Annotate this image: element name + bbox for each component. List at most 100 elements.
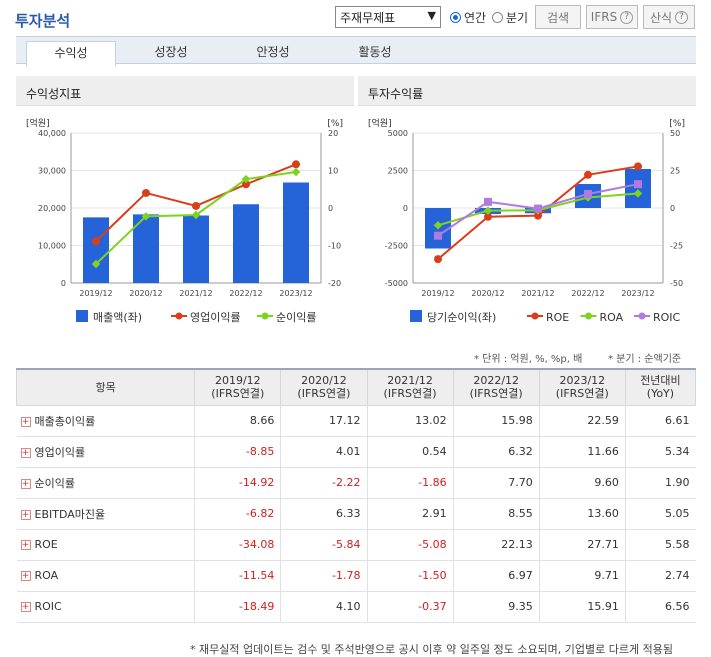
table-cell: -1.50 <box>366 560 454 592</box>
left-tick-label: -5000 <box>385 279 408 288</box>
profitability-chart-panel: 수익성지표 [억원] [%] 40,000 20 30,000 10 20,000 0 10,0… <box>16 76 354 336</box>
statement-select[interactable]: 주재무제표 ▼ <box>335 6 441 28</box>
table-cell: -6.82 <box>194 498 281 530</box>
expand-icon[interactable]: + <box>20 447 31 458</box>
table-cell: -2.22 <box>280 467 367 499</box>
row-label-순이익률[interactable]: + 순이익률 <box>16 467 195 499</box>
column-header-label: 2022/12 <box>473 374 520 388</box>
x-tick-label: 2020/12 <box>471 289 504 298</box>
left-tick-label: 30,000 <box>38 167 66 176</box>
chevron-down-icon: ▼ <box>427 9 436 22</box>
point-ROA-2019/12 <box>433 221 443 230</box>
point-ROE-2019/12 <box>434 255 442 264</box>
left-tick-label: 0 <box>61 279 66 288</box>
column-header: 2021/12 (IFRS연결) <box>366 368 454 406</box>
table-cell: 4.01 <box>280 436 367 468</box>
row-label-매출총이익률[interactable]: + 매출총이익률 <box>16 405 195 437</box>
x-tick-label: 2022/12 <box>571 289 604 298</box>
ifrs-label: IFRS <box>590 10 618 24</box>
column-header-sublabel: (IFRS연결) <box>555 387 609 401</box>
x-tick-label: 2019/12 <box>79 289 112 298</box>
table-cell: -1.78 <box>280 560 367 592</box>
column-header-label: 2023/12 <box>559 374 606 388</box>
expand-icon[interactable]: + <box>20 540 31 550</box>
point-ROE-2023/12 <box>634 162 642 171</box>
column-header-sublabel: (IFRS연결) <box>211 387 265 401</box>
column-header: 2020/12 (IFRS연결) <box>280 368 368 406</box>
table-cell: 13.60 <box>538 498 626 530</box>
right-tick-label: -20 <box>328 279 341 288</box>
table-cell: 6.56 <box>624 591 696 623</box>
point-영업이익률-2021/12 <box>192 201 200 210</box>
table-cell: -8.85 <box>194 436 281 468</box>
row-label-영업이익률[interactable]: + 영업이익률 <box>16 436 195 468</box>
tab-stability[interactable]: 안정성 <box>256 45 290 59</box>
radio-on-icon <box>450 12 461 23</box>
legend-marker-point <box>638 312 646 320</box>
radio-quarter-label: 분기 <box>506 11 529 25</box>
expand-icon[interactable]: + <box>20 571 31 581</box>
legend-marker-bar <box>76 310 88 322</box>
bar-2021/12 <box>183 215 209 283</box>
table-cell: 6.33 <box>280 498 367 530</box>
point-순이익률-2019/12 <box>91 259 101 269</box>
radio-annual[interactable]: 연간 <box>450 9 486 26</box>
expand-icon[interactable]: + <box>20 509 31 520</box>
expand-icon[interactable]: + <box>20 478 31 489</box>
help-icon: ? <box>675 10 689 24</box>
row-label-ROA[interactable]: + ROA <box>16 560 195 592</box>
left-axis-unit: [억원] <box>26 117 50 129</box>
column-header-sublabel: (IFRS연결) <box>469 387 523 401</box>
point-ROIC-2019/12 <box>434 231 442 240</box>
point-ROIC-2023/12 <box>634 180 642 189</box>
search-button[interactable]: 검색 <box>535 5 581 29</box>
point-순이익률-2021/12 <box>191 210 201 220</box>
ifrs-button[interactable]: IFRS ? <box>586 5 638 29</box>
radio-quarter[interactable]: 분기 <box>492 9 528 26</box>
table-cell: 8.66 <box>194 405 281 437</box>
right-tick-label: 0 <box>328 204 333 213</box>
column-header-sublabel: (YoY) <box>646 387 675 401</box>
legend-label: 영업이익률 <box>190 311 241 324</box>
column-header-label: 2019/12 <box>214 374 261 388</box>
table-cell: 9.71 <box>538 560 626 592</box>
x-tick-label: 2021/12 <box>521 289 554 298</box>
table-cell: 6.61 <box>624 405 696 437</box>
table-cell: 5.34 <box>624 436 696 468</box>
table-cell: 9.60 <box>538 467 626 499</box>
table-cell: 22.59 <box>538 405 626 437</box>
bar-2022/12 <box>233 204 259 283</box>
table-cell: -5.08 <box>366 529 454 561</box>
tab-profitability[interactable]: 수익성 <box>26 41 116 66</box>
point-ROIC-2020/12 <box>484 197 492 206</box>
x-tick-label: 2022/12 <box>229 289 262 298</box>
point-순이익률-2023/12 <box>291 167 301 177</box>
formula-button[interactable]: 산식 ? <box>643 5 695 29</box>
point-ROE-2021/12 <box>534 211 542 220</box>
row-label-ROE[interactable]: + ROE <box>16 529 195 561</box>
table-cell: 1.90 <box>624 467 696 499</box>
legend-label: ROE <box>546 311 569 324</box>
legend-marker-bar <box>410 310 422 322</box>
expand-icon[interactable]: + <box>20 602 31 612</box>
point-영업이익률-2022/12 <box>242 180 250 189</box>
legend-label: ROIC <box>653 311 681 324</box>
column-header: 전년대비 (YoY) <box>624 368 697 406</box>
row-label: ROIC <box>34 600 62 613</box>
tab-growth[interactable]: 성장성 <box>154 45 188 59</box>
table-cell: -18.49 <box>194 591 281 623</box>
header: 투자분석 주재무제표 ▼ 연간 분기 검색 IFRS ? 산식 ? <box>0 0 711 36</box>
table-row: + ROIC -18.49 4.10 -0.37 9.35 15.91 6.56 <box>16 591 696 623</box>
table-cell: 2.91 <box>366 498 454 530</box>
tab-activity[interactable]: 활동성 <box>358 45 392 59</box>
table-cell: 17.12 <box>280 405 367 437</box>
row-label-EBITDA마진율[interactable]: + EBITDA마진율 <box>16 498 195 530</box>
table-cell: 0.54 <box>366 436 454 468</box>
row-label-ROIC[interactable]: + ROIC <box>16 591 195 623</box>
legend-marker-point <box>261 312 269 320</box>
expand-icon[interactable]: + <box>20 416 31 427</box>
table-row: + ROE -34.08 -5.84 -5.08 22.13 27.71 5.58 <box>16 529 696 561</box>
point-영업이익률-2020/12 <box>142 188 150 197</box>
x-tick-label: 2019/12 <box>421 289 454 298</box>
